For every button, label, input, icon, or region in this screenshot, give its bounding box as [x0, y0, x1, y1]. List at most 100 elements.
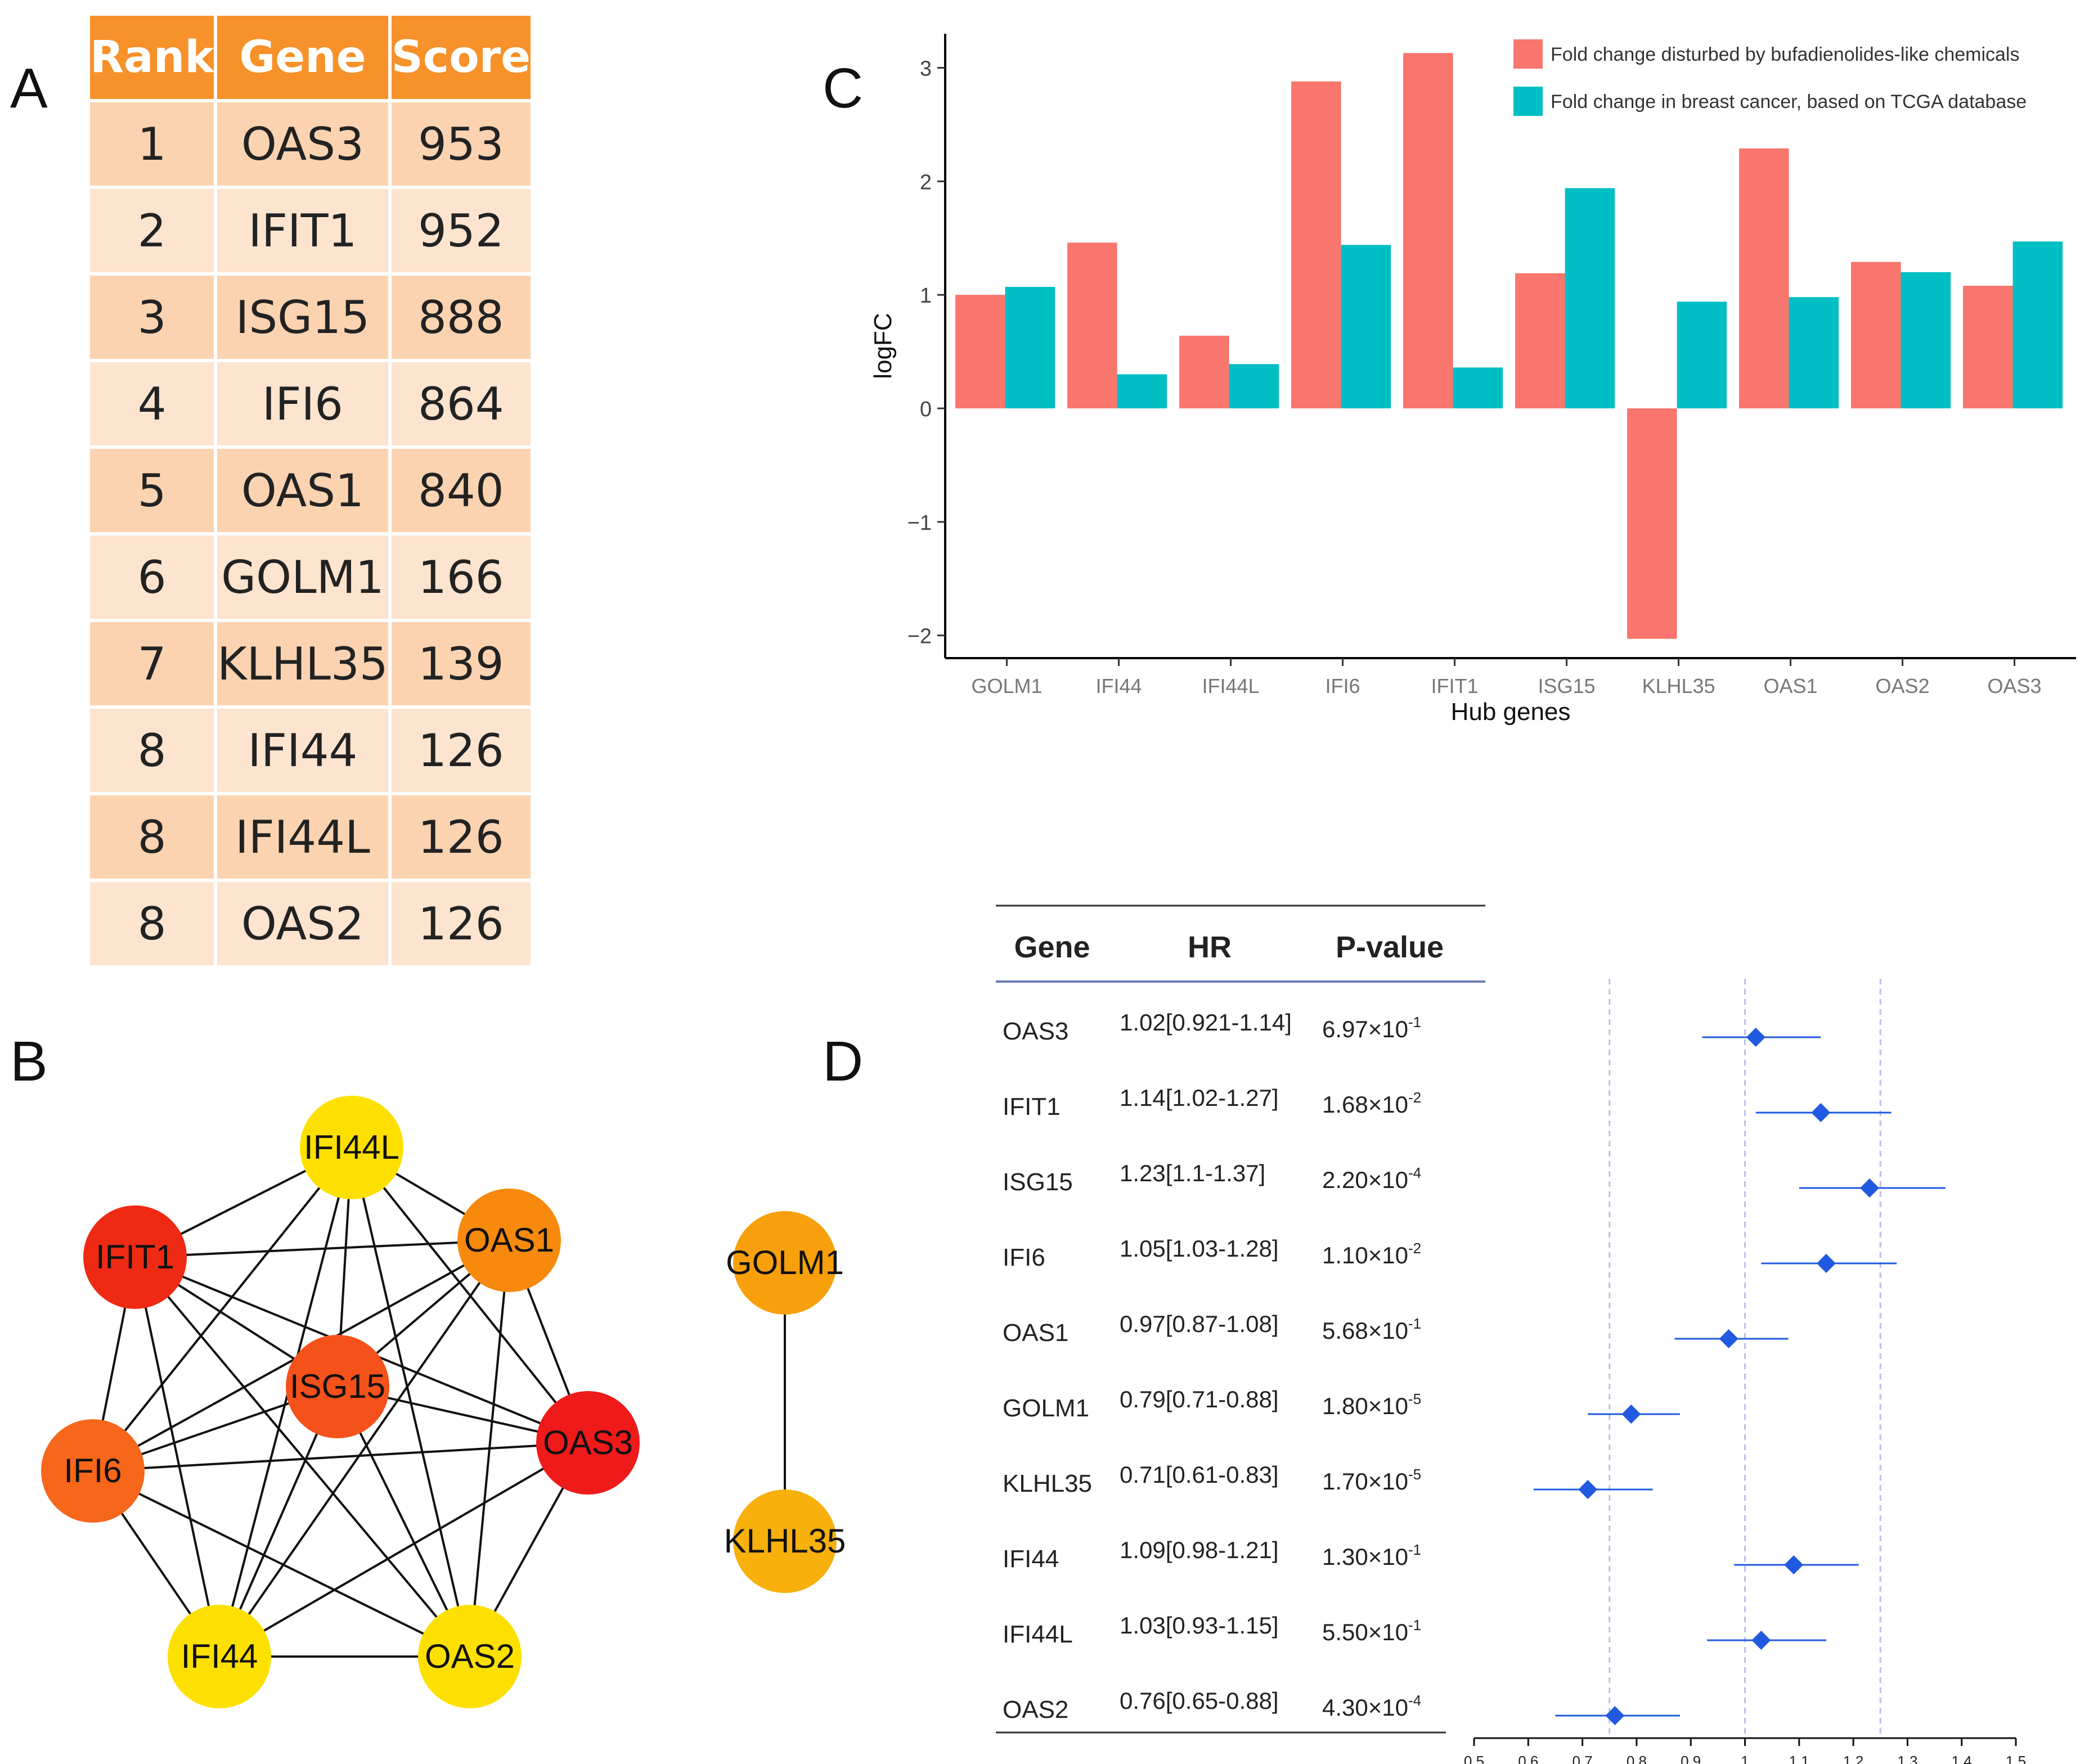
cell-gene: OAS1	[217, 449, 388, 532]
forest-pvalue: 4.30×10-4	[1322, 1692, 1421, 1721]
forest-x-tick-label: 1.4	[1952, 1753, 1972, 1764]
cell-gene: IFI44	[217, 709, 388, 792]
forest-row: OAS3 1.02[0.921-1.14] 6.97×10-1	[1003, 1009, 1821, 1047]
cell-score: 953	[391, 102, 531, 186]
cell-score: 126	[391, 882, 531, 965]
network-edge	[134, 1256, 471, 1658]
cell-score: 126	[391, 795, 531, 879]
table-row: 4 IFI6 864	[90, 362, 531, 446]
forest-x-tick-label: 1	[1741, 1753, 1749, 1764]
forest-gene: OAS2	[1003, 1696, 1068, 1724]
pvalue-exponent: -5	[1408, 1466, 1421, 1483]
bar-bufadienolides	[1739, 148, 1789, 408]
forest-point	[1621, 1405, 1641, 1424]
forest-row: IFI44 1.09[0.98-1.21] 1.30×10-1	[1003, 1537, 1859, 1574]
x-tick-label: KLHL35	[1642, 674, 1715, 698]
x-tick-label: GOLM1	[971, 674, 1042, 698]
bar-tcga	[1005, 287, 1055, 408]
legend-swatch	[1513, 39, 1543, 69]
x-tick-label: IFI44	[1095, 674, 1142, 698]
pvalue-exponent: -1	[1408, 1014, 1421, 1030]
forest-row: IFI44L 1.03[0.93-1.15] 5.50×10-1	[1003, 1612, 1826, 1650]
bar-tcga	[1677, 302, 1727, 408]
x-tick-label: OAS1	[1763, 674, 1817, 698]
forest-gene: OAS1	[1003, 1319, 1068, 1347]
forest-pvalue: 5.50×10-1	[1322, 1617, 1421, 1645]
bar-tcga	[1565, 188, 1615, 408]
table-row: 8 IFI44L 126	[90, 795, 531, 879]
forest-point	[1605, 1706, 1625, 1725]
pvalue-base: 5.50×10	[1322, 1619, 1408, 1645]
network-node: OAS1	[457, 1189, 561, 1292]
y-axis-title: logFC	[869, 313, 897, 379]
pvalue-base: 1.30×10	[1322, 1544, 1408, 1570]
forest-point	[1751, 1631, 1771, 1650]
forest-x-tick-label: 0.9	[1681, 1753, 1701, 1764]
forest-row: ISG15 1.23[1.1-1.37] 2.20×10-4	[1003, 1160, 1946, 1198]
forest-row: GOLM1 0.79[0.71-0.88] 1.80×10-5	[1003, 1386, 1680, 1424]
forest-pvalue: 1.80×10-5	[1322, 1390, 1421, 1419]
cell-gene: ISG15	[217, 276, 388, 359]
cell-score: 139	[391, 622, 531, 705]
pvalue-base: 6.97×10	[1322, 1016, 1408, 1042]
cell-rank: 7	[90, 622, 214, 705]
forest-point	[1859, 1178, 1879, 1198]
forest-x-tick-label: 0.6	[1518, 1753, 1538, 1764]
cell-rank: 3	[90, 276, 214, 359]
cell-rank: 2	[90, 189, 214, 272]
network-node-circle	[41, 1419, 145, 1523]
pvalue-exponent: -1	[1408, 1315, 1421, 1332]
network-edge	[92, 1470, 470, 1658]
network-edge	[134, 1239, 510, 1258]
forest-point	[1578, 1480, 1598, 1499]
forest-point	[1816, 1254, 1836, 1273]
network-node-circle	[536, 1391, 640, 1495]
x-tick-label: OAS3	[1987, 674, 2041, 698]
forest-x-tick-label: 1.1	[1789, 1753, 1809, 1764]
forest-x-tick-label: 1.2	[1843, 1753, 1863, 1764]
bar-bufadienolides	[1963, 286, 2013, 408]
rank-table: Rank Gene Score 1 OAS3 953 2 IFIT1 952 3 ISG15 8…	[87, 12, 534, 969]
forest-pvalue: 1.68×10-2	[1322, 1089, 1421, 1118]
forest-pvalue: 1.10×10-2	[1322, 1240, 1421, 1268]
forest-hr: 1.03[0.93-1.15]	[1120, 1612, 1279, 1639]
table-row: 8 IFI44 126	[90, 709, 531, 792]
pvalue-exponent: -1	[1408, 1617, 1421, 1634]
y-tick-label: −2	[908, 625, 932, 649]
network-node: KLHL35	[724, 1490, 846, 1593]
forest-gene: OAS3	[1003, 1018, 1068, 1045]
cell-rank: 1	[90, 102, 214, 186]
network-node-label: IFI44L	[304, 1128, 399, 1166]
x-axis-title: Hub genes	[1451, 698, 1571, 726]
header-rank: Rank	[90, 16, 214, 99]
network-node-label: OAS1	[464, 1221, 554, 1259]
forest-row: IFI6 1.05[1.03-1.28] 1.10×10-2	[1003, 1235, 1897, 1273]
network-node-label: IFI44	[181, 1637, 258, 1675]
pvalue-base: 2.20×10	[1322, 1167, 1408, 1193]
network-node-label: KLHL35	[724, 1522, 846, 1560]
forest-row: OAS1 0.97[0.87-1.08] 5.68×10-1	[1003, 1311, 1789, 1348]
forest-row: KLHL35 0.71[0.61-0.83] 1.70×10-5	[1003, 1461, 1653, 1499]
cell-score: 952	[391, 189, 531, 272]
pvalue-exponent: -4	[1408, 1164, 1421, 1181]
cell-rank: 4	[90, 362, 214, 446]
pvalue-exponent: -5	[1408, 1390, 1421, 1407]
network-node: IFI44	[168, 1605, 271, 1708]
cell-score: 126	[391, 709, 531, 792]
bar-bufadienolides	[1067, 242, 1117, 408]
forest-plot: Gene HR P-value 0.5 0.6 0.7 0.8 0.9 1 1.1 1.2 1.3 1.…	[996, 904, 2026, 1764]
network-node-label: ISG15	[290, 1367, 385, 1405]
x-tick-label: IFI6	[1325, 674, 1360, 698]
forest-gene: IFI44	[1003, 1545, 1059, 1573]
forest-point	[1811, 1103, 1831, 1122]
forest-gene: IFI44L	[1003, 1621, 1073, 1648]
network-node-circle	[733, 1211, 837, 1315]
network-node: IFI44L	[300, 1096, 403, 1199]
forest-x-tick-label: 1.3	[1897, 1753, 1917, 1764]
x-tick-label: IFIT1	[1431, 674, 1478, 698]
network-node-circle	[457, 1189, 561, 1292]
network-edge	[92, 1146, 353, 1472]
forest-hr: 0.76[0.65-0.88]	[1120, 1688, 1279, 1714]
bar-tcga	[1901, 272, 1951, 408]
pvalue-base: 1.10×10	[1322, 1242, 1408, 1268]
